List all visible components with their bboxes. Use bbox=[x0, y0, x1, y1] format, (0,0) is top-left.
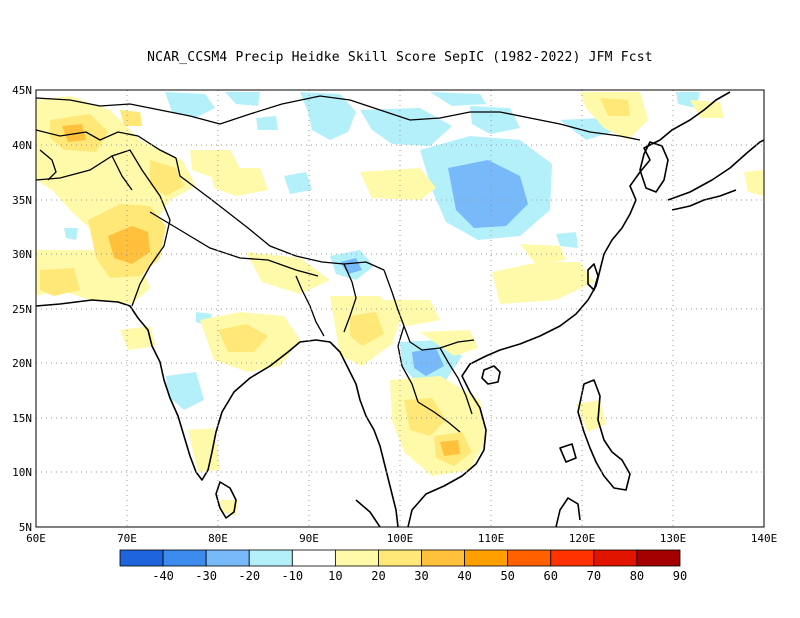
colorbar: -40 -30 -20 -10 10 20 30 40 50 60 70 80 90 bbox=[119, 549, 687, 583]
lon-label: 100E bbox=[387, 532, 414, 545]
colorbar-swatch bbox=[119, 549, 164, 567]
coastlines bbox=[36, 91, 764, 527]
lon-label: 90E bbox=[299, 532, 319, 545]
colorbar-label: 40 bbox=[457, 569, 471, 583]
lat-label: 45N bbox=[12, 84, 32, 97]
colorbar-label: 70 bbox=[587, 569, 601, 583]
colorbar-swatch bbox=[378, 549, 422, 567]
colorbar-swatch bbox=[334, 549, 379, 567]
lon-label: 80E bbox=[208, 532, 228, 545]
lat-label: 20N bbox=[12, 357, 32, 370]
colorbar-label: 10 bbox=[328, 569, 342, 583]
colorbar-swatch bbox=[205, 549, 250, 567]
colorbar-label: 90 bbox=[673, 569, 687, 583]
colorbar-label: 80 bbox=[630, 569, 644, 583]
lat-label: 35N bbox=[12, 194, 32, 207]
colorbar-swatch bbox=[464, 549, 509, 567]
lon-label: 140E bbox=[751, 532, 778, 545]
lon-label: 120E bbox=[569, 532, 596, 545]
lat-label: 10N bbox=[12, 466, 32, 479]
country-borders bbox=[36, 95, 641, 433]
colorbar-label: 60 bbox=[544, 569, 558, 583]
latitude-labels: 45N 40N 35N 30N 25N 20N 15N 10N 5N bbox=[12, 84, 32, 534]
lon-label: 70E bbox=[117, 532, 137, 545]
lat-label: 5N bbox=[19, 521, 32, 534]
longitude-labels: 60E 70E 80E 90E 100E 110E 120E 130E 140E bbox=[26, 532, 777, 545]
map-frame bbox=[35, 89, 765, 528]
colorbar-label: 30 bbox=[414, 569, 428, 583]
colorbar-swatch bbox=[507, 549, 552, 567]
colorbar-label: 50 bbox=[500, 569, 514, 583]
lat-label: 40N bbox=[12, 139, 32, 152]
lat-label: 30N bbox=[12, 248, 32, 261]
colorbar-swatch bbox=[593, 549, 638, 567]
colorbar-swatch bbox=[421, 549, 466, 567]
colorbar-swatch bbox=[162, 549, 207, 567]
colorbar-swatch bbox=[636, 549, 681, 567]
colorbar-label: 20 bbox=[371, 569, 385, 583]
lat-label: 15N bbox=[12, 412, 32, 425]
colorbar-label: -20 bbox=[238, 569, 260, 583]
lon-label: 60E bbox=[26, 532, 46, 545]
colorbar-swatch bbox=[248, 549, 293, 567]
lat-label: 25N bbox=[12, 303, 32, 316]
lon-label: 110E bbox=[478, 532, 505, 545]
map-title: NCAR_CCSM4 Precip Heidke Skill Score Sep… bbox=[147, 50, 653, 65]
colorbar-label: -30 bbox=[195, 569, 217, 583]
colorbar-swatch bbox=[550, 549, 595, 567]
colorbar-label: -40 bbox=[152, 569, 174, 583]
lon-label: 130E bbox=[660, 532, 687, 545]
colorbar-label: -10 bbox=[281, 569, 303, 583]
colorbar-swatch bbox=[291, 549, 336, 567]
skill-shading bbox=[36, 92, 764, 516]
